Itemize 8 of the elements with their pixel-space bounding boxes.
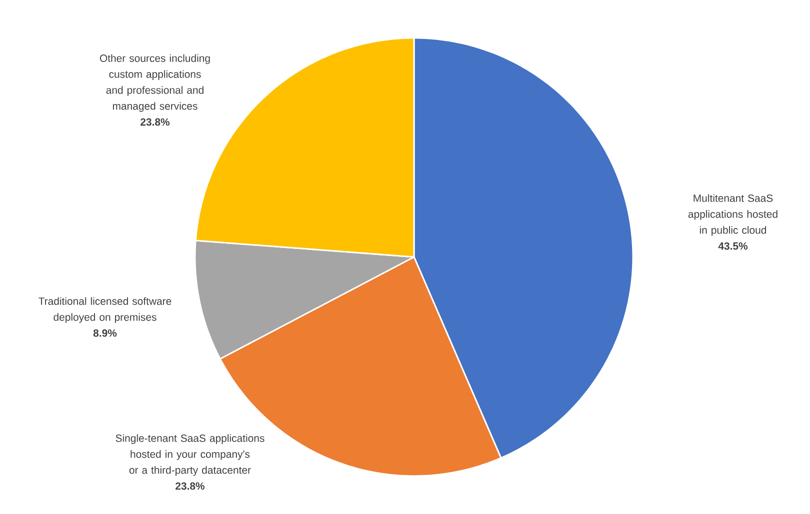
data-label: 43.5% xyxy=(718,242,748,250)
slice-label: Single-tenant SaaS applications hosted in your company's or a third-party datacenter xyxy=(116,434,264,476)
data-label: 23.8% xyxy=(176,482,205,490)
slice-label: Traditional licensed software deployed on premises xyxy=(38,297,172,323)
slice-label: Other sources including custom applications and professional and managed services xyxy=(100,54,210,112)
data-label: 8.9% xyxy=(93,329,117,337)
data-label: 23.8% xyxy=(140,118,170,126)
slice-label: Multitenant SaaS applications hosted in public cloud xyxy=(688,194,778,236)
